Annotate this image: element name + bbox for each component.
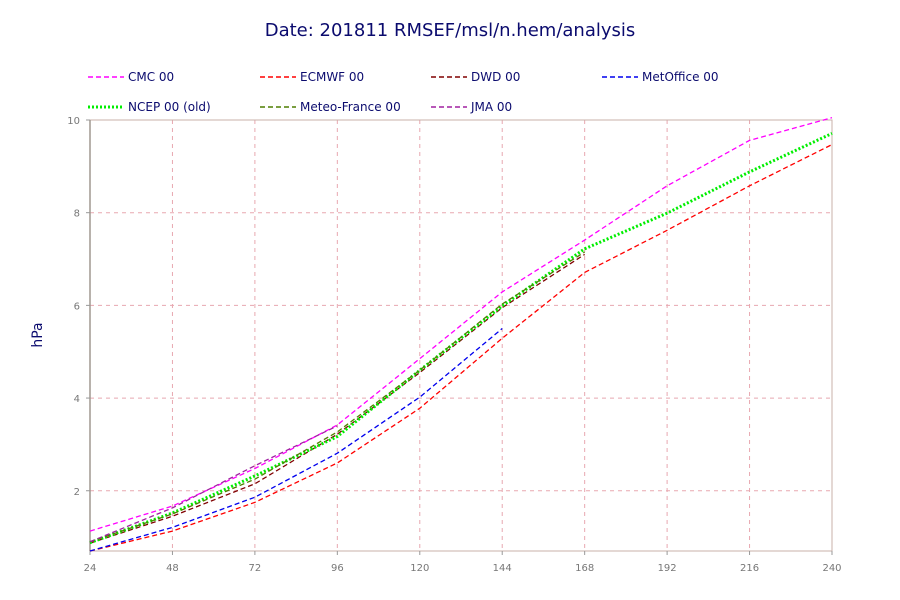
x-tick-label: 144 [493, 563, 512, 574]
legend-swatch [260, 76, 296, 78]
legend-label: JMA 00 [471, 100, 513, 114]
x-tick-label: 120 [410, 563, 429, 574]
legend-label: DWD 00 [471, 70, 521, 84]
y-tick-label: 2 [74, 487, 80, 498]
series-line-5 [89, 251, 586, 543]
x-tick-label: 216 [740, 563, 759, 574]
legend-swatch [88, 105, 124, 109]
x-tick-label: 168 [575, 563, 594, 574]
x-tick-label: 240 [822, 563, 841, 574]
legend-item-cmc: CMC 00 [88, 69, 174, 85]
series-lines [89, 117, 833, 552]
plot-frame [89, 119, 833, 552]
legend-swatch [602, 76, 638, 78]
x-tick-label: 24 [84, 563, 97, 574]
series-line-1 [89, 143, 833, 552]
legend-item-meteo-france: Meteo-France 00 [260, 99, 401, 115]
y-tick-label: 4 [74, 394, 80, 405]
series-line-3 [89, 328, 503, 552]
legend-label: NCEP 00 (old) [128, 100, 211, 114]
x-tick-label: 72 [249, 563, 262, 574]
legend-swatch [260, 106, 296, 108]
y-tick-label: 8 [74, 209, 80, 220]
y-tick-label: 10 [67, 116, 80, 127]
legend-label: ECMWF 00 [300, 70, 365, 84]
axes [89, 119, 833, 552]
series-line-6 [89, 425, 338, 543]
legend-swatch [431, 76, 467, 78]
y-tick-label: 6 [74, 301, 80, 312]
grid [90, 120, 832, 551]
legend-item-metoffice: MetOffice 00 [602, 69, 719, 85]
legend-item-ecmwf: ECMWF 00 [260, 69, 364, 85]
legend-label: MetOffice 00 [642, 70, 719, 84]
series-line-4 [89, 132, 833, 545]
chart-title: Date: 201811 RMSEF/msl/n.hem/analysis [264, 20, 636, 41]
legend-item-ncep: NCEP 00 (old) [88, 99, 211, 115]
legend-item-jma: JMA 00 [431, 99, 512, 115]
legend-swatch [431, 106, 467, 108]
legend-swatch [88, 76, 124, 78]
x-tick-label: 96 [331, 563, 344, 574]
x-tick-label: 48 [166, 563, 179, 574]
legend-label: CMC 00 [128, 70, 175, 84]
legend-label: Meteo-France 00 [300, 100, 401, 114]
series-line-0 [89, 117, 833, 532]
x-tick-label: 192 [658, 563, 677, 574]
legend-item-dwd: DWD 00 [431, 69, 520, 85]
